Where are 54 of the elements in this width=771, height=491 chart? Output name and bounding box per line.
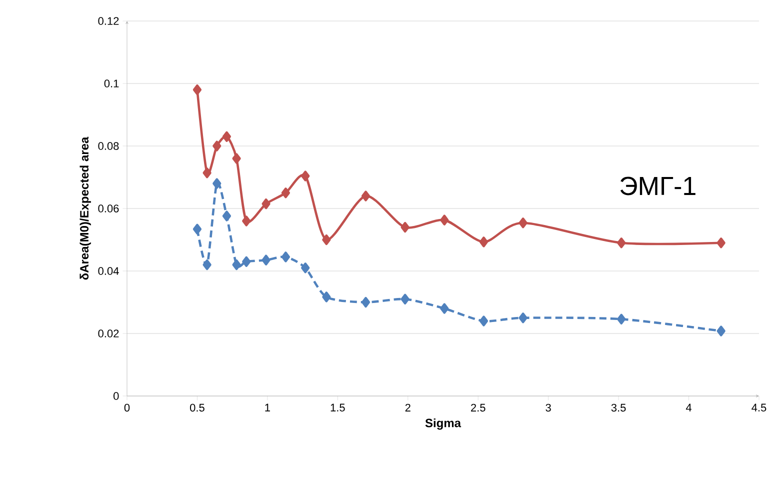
point (202, 168, 212, 178)
point (400, 222, 410, 233)
point (232, 259, 241, 270)
point (232, 153, 241, 164)
point (716, 238, 726, 248)
point (361, 190, 370, 202)
point (202, 259, 212, 270)
point (518, 312, 528, 324)
point (518, 218, 528, 228)
x-axis-title: Sigma (425, 418, 462, 430)
x-tick-label: 4 (686, 404, 692, 412)
annotation: ЭМГ-1 (620, 176, 696, 196)
point (479, 236, 488, 248)
x-tick-label: 2.5 (471, 404, 486, 412)
x-tick-label: 3 (546, 404, 551, 412)
point (440, 303, 449, 314)
point (242, 216, 251, 226)
point (242, 256, 251, 267)
x-tick-label: 1 (265, 404, 270, 412)
y-tick-label: 0.06 (98, 204, 119, 212)
point (479, 316, 488, 326)
point (262, 198, 270, 210)
point (400, 294, 410, 304)
point (222, 131, 232, 142)
point (262, 254, 270, 266)
point (301, 170, 310, 182)
x-tick-label: 0 (124, 404, 130, 412)
point (617, 314, 626, 324)
point (440, 214, 449, 226)
point (212, 178, 222, 189)
y-tick-label: 0.1 (104, 80, 119, 88)
x-tick-label: 1.5 (330, 404, 345, 412)
x-tick-label: 3.5 (611, 404, 626, 412)
point (716, 326, 726, 336)
x-tick-label: 4.5 (752, 404, 766, 412)
point (281, 188, 290, 198)
point (301, 262, 310, 274)
point (192, 224, 202, 234)
point (212, 140, 222, 152)
point (222, 210, 232, 222)
y-axis-title: δArea(M0)/Expected area (80, 136, 91, 280)
point (192, 84, 202, 96)
x-tick-label: 0.5 (190, 404, 204, 412)
x-tick-label: 2 (405, 404, 410, 412)
point (617, 238, 626, 248)
point (361, 296, 370, 308)
y-tick-label: 0.12 (98, 17, 119, 25)
point (322, 234, 331, 246)
point (281, 252, 290, 262)
point (322, 292, 331, 302)
y-tick-label: 0.02 (98, 330, 119, 338)
y-tick-label: 0 (114, 392, 119, 400)
y-tick-label: 0.04 (98, 267, 119, 275)
y-tick-label: 0.08 (98, 142, 119, 150)
